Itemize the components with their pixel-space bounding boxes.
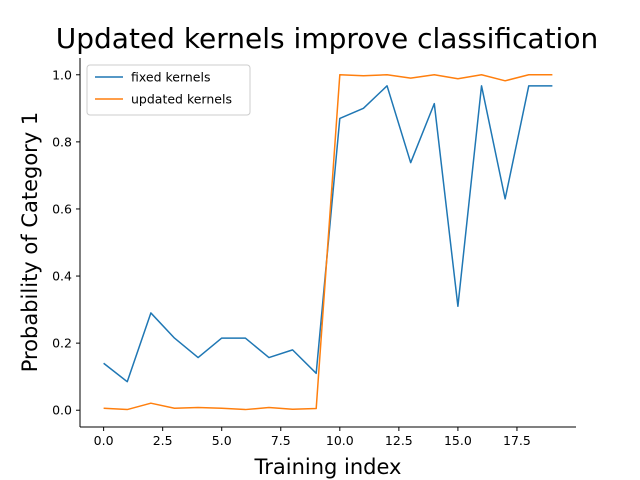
- x-tick-label: 12.5: [385, 433, 413, 448]
- x-tick-label: 17.5: [503, 433, 531, 448]
- legend-label-1: updated kernels: [131, 92, 232, 107]
- x-tick-label: 5.0: [212, 433, 232, 448]
- y-axis-ticks: 0.0 0.2 0.4 0.6 0.8 1.0: [52, 67, 80, 418]
- y-tick-label: 0.2: [52, 336, 72, 351]
- x-tick-label: 2.5: [153, 433, 173, 448]
- x-tick-label: 0.0: [94, 433, 114, 448]
- y-tick-label: 1.0: [52, 67, 72, 82]
- x-axis-label: Training index: [254, 455, 402, 479]
- legend: fixed kernels updated kernels: [86, 64, 251, 116]
- y-tick-label: 0.8: [52, 134, 72, 149]
- y-tick-label: 0.0: [52, 403, 72, 418]
- x-tick-label: 15.0: [444, 433, 472, 448]
- legend-frame: [86, 64, 251, 116]
- series-layer: [103, 74, 553, 411]
- series-line-1: [103, 74, 553, 411]
- y-tick-label: 0.4: [52, 269, 72, 284]
- x-tick-label: 7.5: [271, 433, 291, 448]
- y-axis-label: Probability of Category 1: [18, 112, 42, 373]
- legend-label-0: fixed kernels: [131, 70, 211, 85]
- chart-title: Updated kernels improve classification: [56, 22, 598, 55]
- x-tick-label: 10.0: [326, 433, 354, 448]
- x-axis-ticks: 0.0 2.5 5.0 7.5 10.0 12.5 15.0 17.5: [94, 427, 531, 448]
- y-tick-label: 0.6: [52, 201, 72, 216]
